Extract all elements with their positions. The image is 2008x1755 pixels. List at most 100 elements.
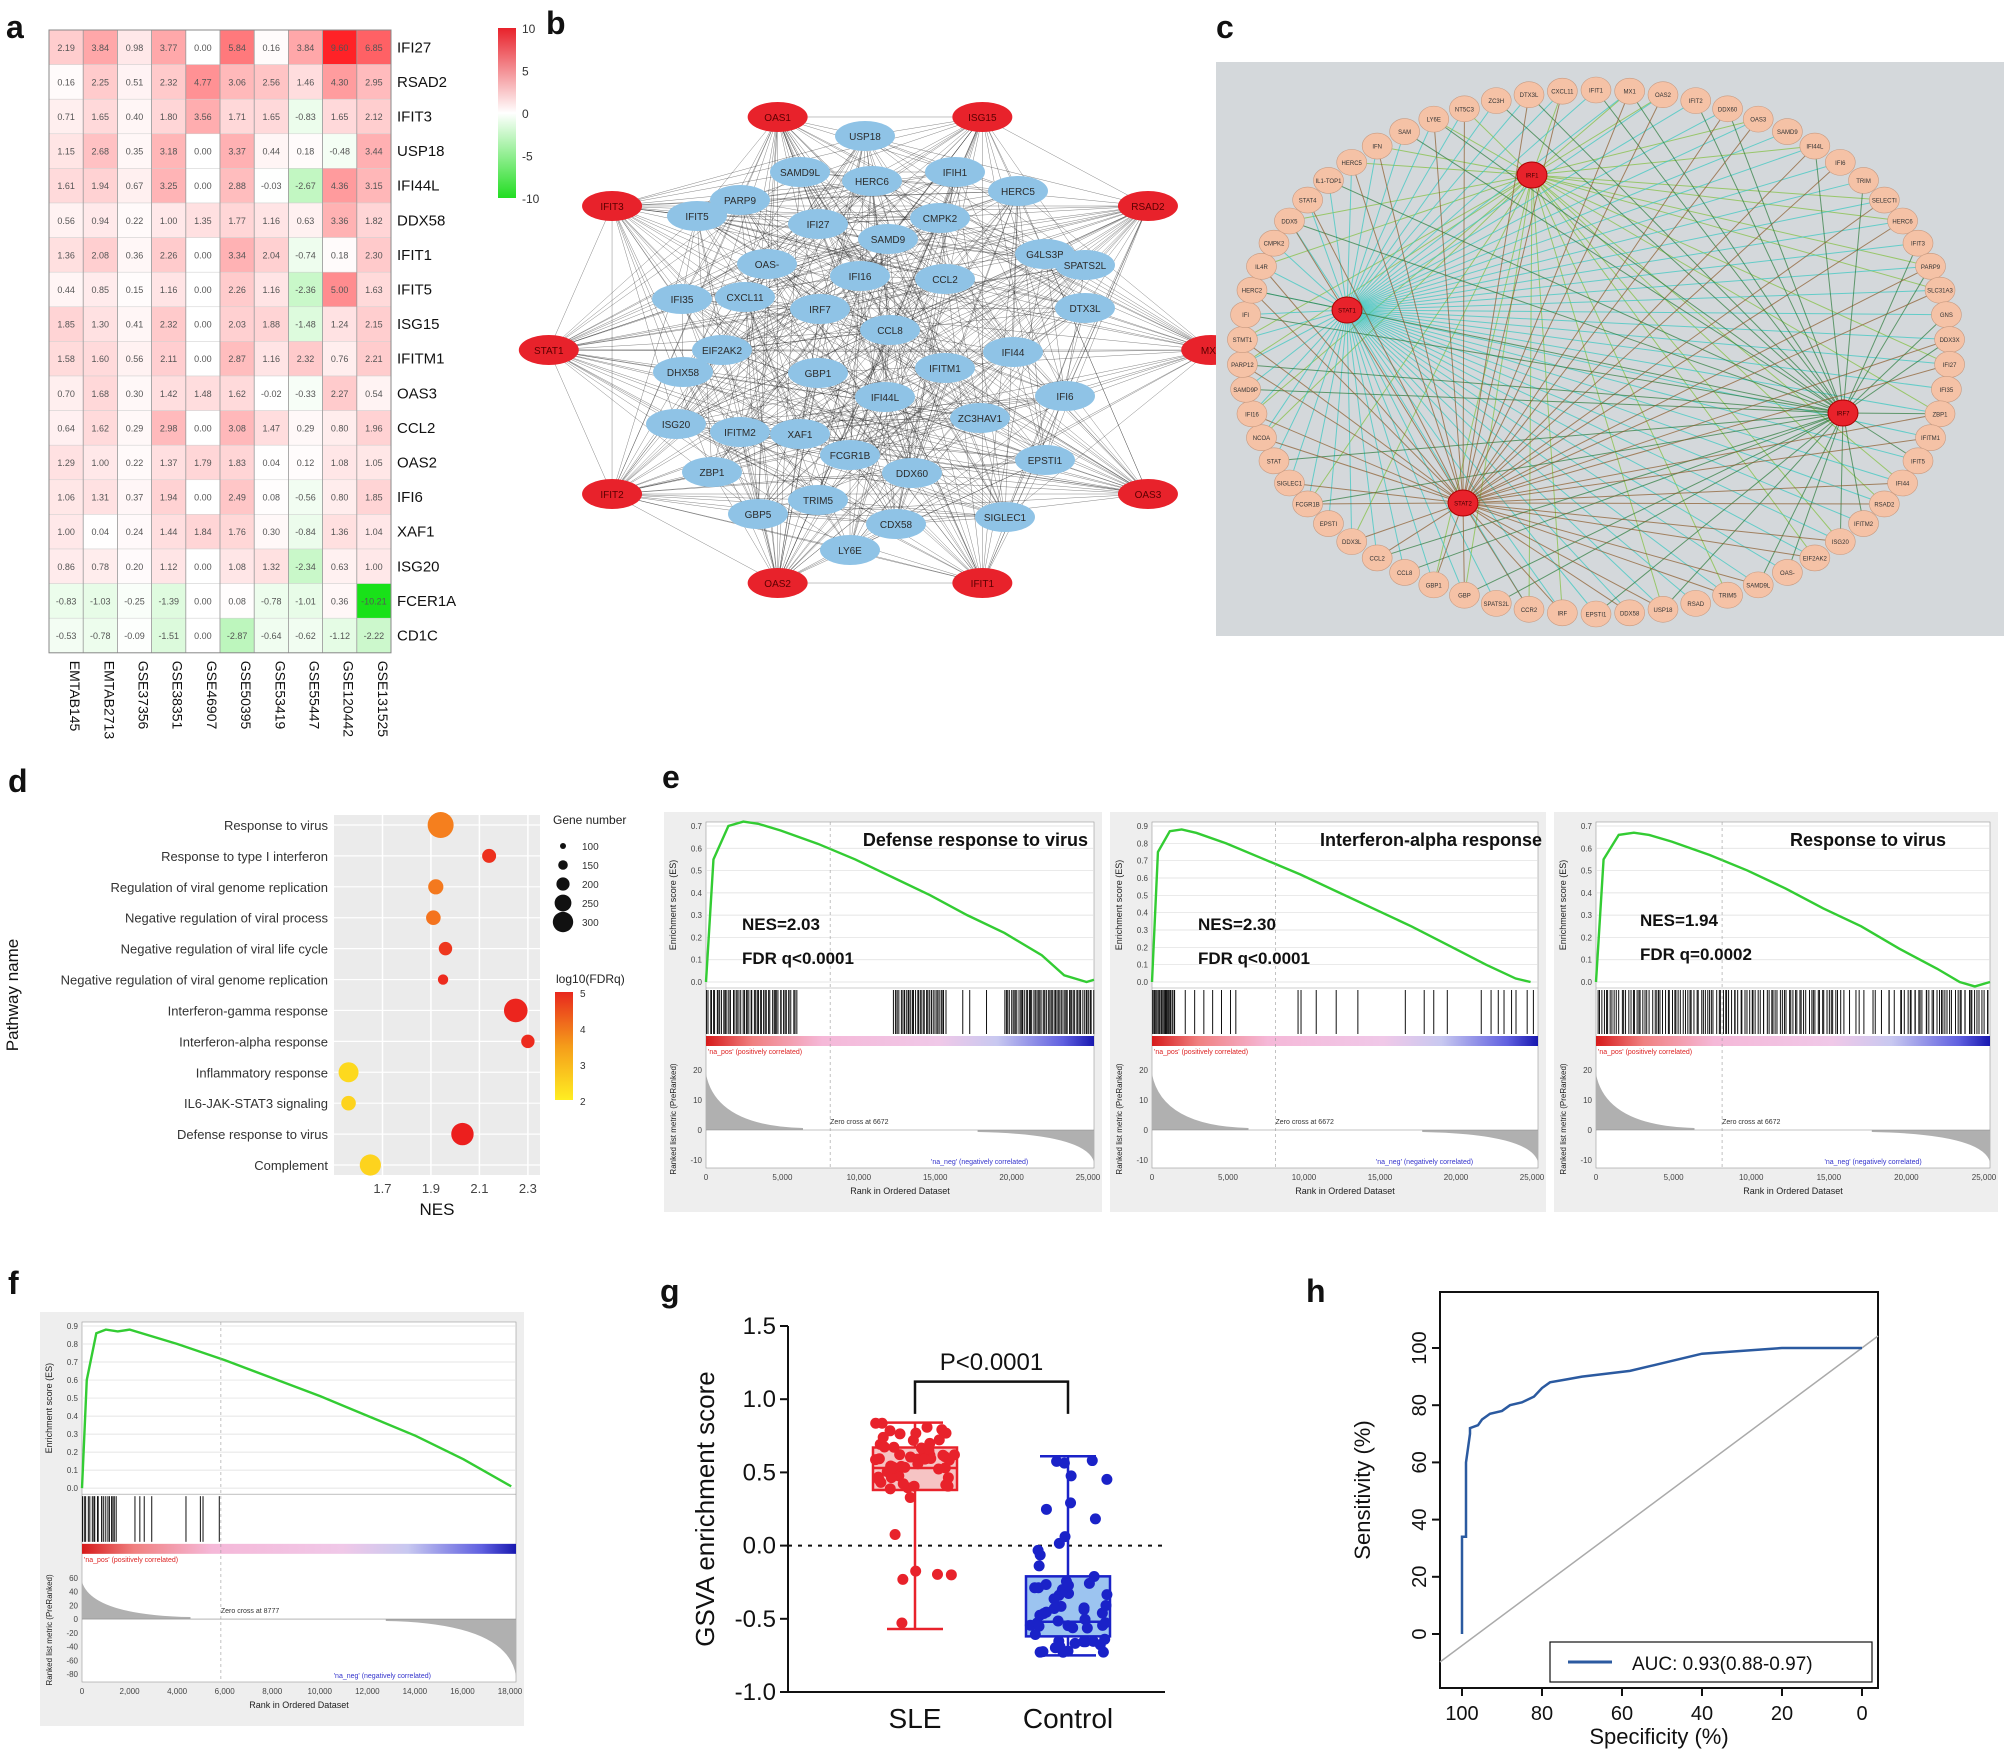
tf-target-label: DDX58 [1620, 611, 1640, 617]
tf-edge [1727, 108, 1844, 414]
gsea-x-tick: 15,000 [923, 1173, 948, 1182]
gsea-y-tick: 0.9 [67, 1322, 79, 1331]
tf-target-label: IFIT1 [1589, 89, 1604, 95]
heatmap-cell-value: 0.30 [263, 527, 281, 537]
tf-target-label: ISG20 [1832, 540, 1850, 546]
ppi-edge [817, 372, 913, 474]
box-data-point [877, 1431, 889, 1443]
heatmap-cell-value: 1.47 [263, 423, 281, 433]
ppi-edge [895, 395, 1066, 525]
tf-edge [1462, 502, 1815, 559]
gsea-y-tick: 0.7 [67, 1358, 79, 1367]
tf-edge [1346, 309, 1697, 604]
roc-y-label: Sensitivity (%) [1350, 1420, 1375, 1559]
tf-edge [1531, 174, 1941, 415]
tf-target-label: CMPK2 [1264, 242, 1285, 248]
tf-edge [1245, 309, 1348, 316]
ppi-node-label: ZC3HAV1 [958, 414, 1003, 425]
heatmap-cell-value: 0.63 [297, 216, 315, 226]
gsea-metric-tick: 0 [74, 1615, 79, 1624]
tf-edge [1242, 309, 1348, 341]
heatmap-cell [82, 410, 118, 446]
ppi-edge [819, 308, 1066, 397]
box-data-point [933, 1434, 945, 1446]
ppi-node [860, 315, 920, 345]
tf-target-label: SAM [1398, 130, 1411, 136]
heatmap-cell-value: 0.15 [126, 285, 144, 295]
heatmap-cell [151, 271, 187, 308]
heatmap-row-label: DDX58 [397, 212, 445, 229]
tf-edge [1245, 314, 1844, 414]
gsea-x-label: Rank in Ordered Dataset [249, 1700, 349, 1710]
heatmap-cell-value: 2.32 [160, 320, 178, 330]
ppi-edge [799, 171, 983, 584]
ppi-edge [696, 215, 1086, 309]
heatmap-cell [288, 133, 323, 169]
ppi-edge [711, 372, 819, 473]
heatmap-cell-value: 0.40 [126, 112, 144, 122]
tf-edge [1346, 309, 1378, 559]
heatmap-cell [185, 375, 221, 411]
heatmap-cell [253, 237, 289, 273]
tf-edge [1307, 199, 1464, 504]
heatmap-cell-value: -0.78 [261, 596, 282, 606]
size-legend-dot [558, 860, 568, 870]
gsea-metric-pos-area [706, 1074, 803, 1130]
tf-edge [1346, 309, 1563, 614]
heatmap-cell-value: 2.88 [228, 181, 246, 191]
tf-target-node [1915, 253, 1946, 280]
size-legend-label: 250 [582, 899, 599, 910]
heatmap-cell [82, 514, 118, 550]
tf-edge [1242, 363, 1844, 414]
size-legend-label: 100 [582, 842, 599, 853]
tf-target-label: GBP [1458, 594, 1471, 600]
tf-target-label: PARP9 [1921, 265, 1941, 271]
tf-target-label: SAMD9P [1233, 388, 1258, 394]
tf-edge [1595, 89, 1844, 414]
heatmap-cell [322, 306, 358, 342]
heatmap-cell-value: 0.71 [57, 112, 75, 122]
heatmap-cell-value: 1.60 [92, 354, 110, 364]
tf-edge [1462, 502, 1465, 596]
tf-target-label: IL4R [1255, 265, 1268, 271]
heatmap-cell-value: -0.56 [295, 493, 316, 503]
heatmap-cell-value: 1.62 [92, 423, 110, 433]
tf-target-label: IFIT2 [1689, 99, 1704, 105]
heatmap-cell-value: 0.51 [126, 77, 144, 87]
ppi-edge [548, 349, 677, 425]
heatmap-cell [322, 202, 358, 238]
ppi-hub-label: IFIT2 [600, 490, 624, 501]
ppi-edge [871, 180, 886, 398]
ppi-node-label: CCL2 [932, 275, 958, 286]
tf-target-node [1848, 167, 1879, 194]
heatmap-cell-value: 2.32 [160, 77, 178, 87]
tf-target-node [1389, 118, 1420, 145]
ppi-edge [681, 298, 759, 515]
ppi-hub-label: MX1 [1201, 346, 1222, 357]
gsea-y-tick: 0.6 [1137, 874, 1149, 883]
heatmap-col-label: GSE131525 [375, 661, 391, 737]
tf-edge [1346, 90, 1630, 311]
heatmap-cell-value: 0.00 [194, 596, 212, 606]
tf-target-label: RSAD [1687, 602, 1704, 608]
heatmap-cell-value: 3.37 [228, 147, 246, 157]
gsea-x-tick: 10,000 [1292, 1173, 1317, 1182]
heatmap-cell [48, 548, 84, 584]
ppi-edge [1044, 205, 1149, 461]
box-data-point [873, 1473, 885, 1485]
ppi-edge [744, 238, 889, 298]
heatmap-cell-value: 2.08 [92, 250, 110, 260]
ppi-edge [611, 205, 684, 373]
ppi-edge [954, 171, 1006, 518]
heatmap-col-label: EMTAB145 [67, 661, 83, 732]
size-legend-title: Gene number [553, 813, 626, 827]
ppi-node-label: IFI16 [849, 272, 872, 283]
heatmap-cell [82, 271, 118, 308]
gsea-plot-area [1151, 821, 1539, 1169]
gsea-y-tick: 0.5 [691, 867, 703, 876]
gsea-response-panel: 0.7 0.6 0.5 0.4 0.3 0.2 0.1 0.0 'na_pos' (positi… [1554, 812, 1998, 1212]
heatmap-cell [356, 64, 392, 100]
heatmap-cell-value: -1.51 [158, 631, 179, 641]
roc-x-tick: 60 [1611, 1703, 1633, 1725]
ppi-edge [799, 171, 1212, 351]
